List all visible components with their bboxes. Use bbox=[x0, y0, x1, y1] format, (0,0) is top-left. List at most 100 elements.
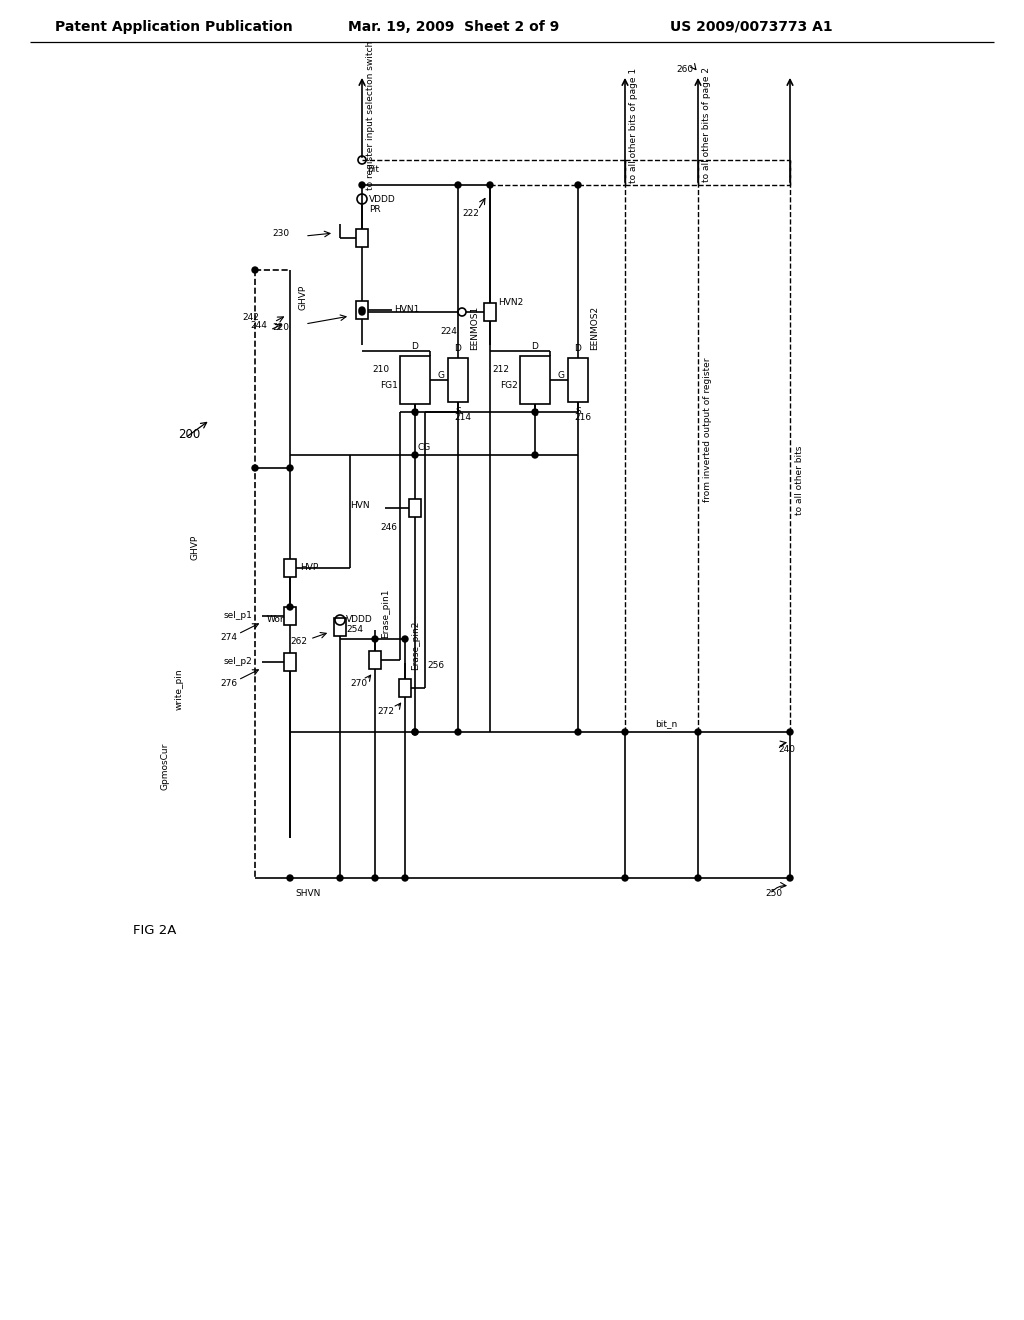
Circle shape bbox=[402, 875, 408, 880]
Text: VDDD: VDDD bbox=[369, 194, 395, 203]
Text: Erase_pin1: Erase_pin1 bbox=[381, 589, 390, 638]
Text: sel_p1: sel_p1 bbox=[223, 611, 252, 620]
Text: HVN1: HVN1 bbox=[394, 305, 420, 314]
Text: 262: 262 bbox=[290, 638, 307, 647]
Bar bbox=[409, 499, 421, 517]
Text: VDDD: VDDD bbox=[346, 615, 373, 624]
Text: EENMOS2: EENMOS2 bbox=[590, 306, 599, 350]
Text: S: S bbox=[455, 407, 461, 416]
Text: 212: 212 bbox=[492, 366, 509, 375]
Text: Erase_pin2: Erase_pin2 bbox=[411, 620, 420, 671]
Circle shape bbox=[287, 465, 293, 471]
Text: CG: CG bbox=[417, 442, 430, 451]
Text: FIG 2A: FIG 2A bbox=[133, 924, 176, 936]
Text: D: D bbox=[531, 342, 539, 351]
Bar bbox=[356, 228, 368, 247]
Text: G: G bbox=[558, 371, 565, 380]
Bar bbox=[284, 653, 296, 671]
Circle shape bbox=[252, 465, 258, 471]
Text: D: D bbox=[412, 342, 419, 351]
Circle shape bbox=[287, 875, 293, 880]
Text: sel_p2: sel_p2 bbox=[223, 657, 252, 667]
Text: to all other bits of page 1: to all other bits of page 1 bbox=[629, 67, 638, 182]
Text: Patent Application Publication: Patent Application Publication bbox=[55, 20, 293, 34]
Text: HVP: HVP bbox=[300, 564, 318, 573]
Text: 230: 230 bbox=[272, 228, 289, 238]
Text: 220: 220 bbox=[272, 323, 289, 333]
Text: SHVN: SHVN bbox=[295, 890, 321, 899]
Bar bbox=[449, 358, 468, 403]
Text: Mar. 19, 2009  Sheet 2 of 9: Mar. 19, 2009 Sheet 2 of 9 bbox=[348, 20, 559, 34]
Text: D: D bbox=[574, 345, 582, 352]
Text: bit_n: bit_n bbox=[655, 719, 677, 729]
Text: to all other bits of page 2: to all other bits of page 2 bbox=[702, 67, 711, 182]
Text: 254: 254 bbox=[346, 626, 362, 635]
Text: 246: 246 bbox=[380, 524, 397, 532]
Circle shape bbox=[412, 729, 418, 735]
Text: G: G bbox=[412, 371, 419, 380]
Text: 240: 240 bbox=[778, 746, 795, 755]
Circle shape bbox=[575, 729, 581, 735]
Circle shape bbox=[359, 309, 365, 315]
Text: 244: 244 bbox=[250, 322, 267, 330]
Text: 216: 216 bbox=[574, 412, 591, 421]
Circle shape bbox=[622, 875, 628, 880]
Text: GHVP: GHVP bbox=[298, 285, 307, 310]
Bar bbox=[520, 356, 550, 404]
Text: to all other bits: to all other bits bbox=[795, 445, 804, 515]
Bar bbox=[369, 651, 381, 669]
Text: HVN2: HVN2 bbox=[498, 298, 523, 308]
Text: US 2009/0073773 A1: US 2009/0073773 A1 bbox=[670, 20, 833, 34]
Text: 274: 274 bbox=[220, 634, 237, 643]
Circle shape bbox=[337, 875, 343, 880]
Circle shape bbox=[372, 636, 378, 642]
Bar bbox=[484, 304, 496, 321]
Circle shape bbox=[359, 182, 365, 187]
Circle shape bbox=[412, 451, 418, 458]
Circle shape bbox=[402, 636, 408, 642]
Text: EENMOS1: EENMOS1 bbox=[470, 306, 479, 350]
Circle shape bbox=[575, 182, 581, 187]
Text: write_pin: write_pin bbox=[175, 668, 184, 710]
Bar bbox=[284, 558, 296, 577]
Text: GHVP: GHVP bbox=[190, 535, 199, 560]
Circle shape bbox=[372, 875, 378, 880]
Circle shape bbox=[695, 729, 701, 735]
Bar bbox=[334, 618, 346, 636]
Circle shape bbox=[455, 182, 461, 187]
Circle shape bbox=[787, 729, 793, 735]
Bar bbox=[400, 356, 430, 404]
Text: PR: PR bbox=[369, 205, 381, 214]
Text: bit: bit bbox=[367, 165, 379, 174]
Text: 276: 276 bbox=[220, 680, 238, 689]
Circle shape bbox=[532, 451, 538, 458]
Text: 272: 272 bbox=[377, 708, 394, 717]
Text: WorE: WorE bbox=[266, 615, 290, 623]
Text: from inverted output of register: from inverted output of register bbox=[703, 358, 712, 502]
Text: FG1: FG1 bbox=[380, 381, 398, 391]
Bar bbox=[568, 358, 588, 403]
Circle shape bbox=[359, 308, 365, 313]
Text: to register input selection switch: to register input selection switch bbox=[366, 41, 375, 190]
Circle shape bbox=[787, 875, 793, 880]
Text: GpmosCur: GpmosCur bbox=[160, 743, 169, 789]
Text: 256: 256 bbox=[427, 660, 444, 669]
Text: S: S bbox=[412, 409, 418, 418]
Circle shape bbox=[532, 409, 538, 414]
Circle shape bbox=[412, 409, 418, 414]
Text: 260: 260 bbox=[676, 66, 693, 74]
Circle shape bbox=[695, 875, 701, 880]
Text: 270: 270 bbox=[350, 680, 368, 689]
Bar bbox=[399, 678, 411, 697]
Text: 222: 222 bbox=[462, 209, 479, 218]
Text: G: G bbox=[531, 371, 539, 380]
Text: 210: 210 bbox=[372, 366, 389, 375]
Text: 242: 242 bbox=[242, 314, 259, 322]
Circle shape bbox=[287, 605, 293, 610]
Text: 250: 250 bbox=[765, 890, 782, 899]
Text: 214: 214 bbox=[454, 412, 471, 421]
Text: FG2: FG2 bbox=[500, 381, 518, 391]
Circle shape bbox=[412, 729, 418, 735]
Circle shape bbox=[487, 182, 493, 187]
Text: 224: 224 bbox=[440, 327, 457, 337]
